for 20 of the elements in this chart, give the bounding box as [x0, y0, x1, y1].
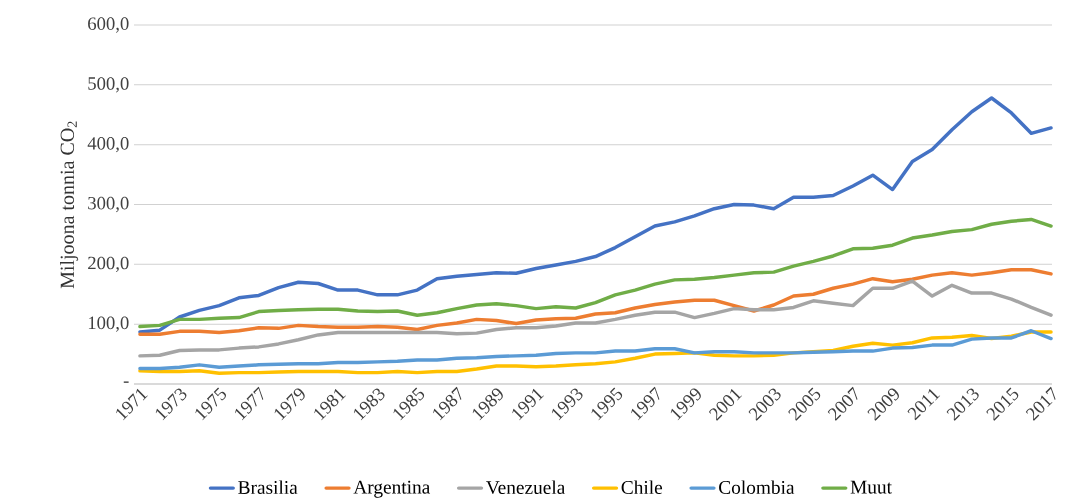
y-tick-label: 100,0 [88, 316, 129, 332]
legend-label: Venezuela [486, 480, 566, 495]
y-tick-label: 400,0 [87, 137, 129, 153]
y-axis-title: Miljoona tonnia CO$_{2}$ [60, 121, 79, 289]
y-tick-label: 600,0 [88, 17, 129, 33]
y-tick-label: 300,0 [88, 196, 129, 213]
legend-label: Brasilia [238, 480, 298, 494]
legend-label: Chile [621, 480, 663, 494]
x-tick-label: 1971 [116, 388, 148, 421]
x-tick-label: 1991 [512, 388, 545, 421]
y-tick-label: 200,0 [88, 256, 129, 272]
legend-label: Muut [850, 480, 892, 494]
legend-label: Argentina [353, 480, 431, 498]
x-tick-label: 2011 [907, 388, 941, 421]
y-tick-label: - [123, 381, 129, 383]
legend-label: Colombia [719, 480, 795, 494]
y-tick-label: 500,0 [88, 77, 129, 93]
line-series [138, 217, 1053, 329]
x-tick-label: 1981 [314, 388, 346, 421]
line-series [138, 267, 1053, 337]
